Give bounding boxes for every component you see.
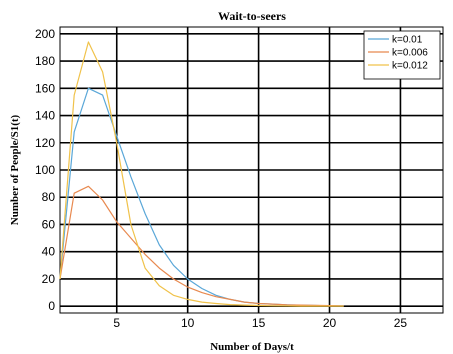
series-layer	[59, 41, 344, 307]
series-line	[59, 41, 344, 307]
legend-entry-label: k=0.01	[392, 35, 423, 46]
legend-entry-label: k=0.006	[392, 48, 428, 59]
series-line	[59, 185, 344, 307]
x-axis-label: Number of Days/t	[210, 341, 294, 353]
y-tick-label: 120	[35, 136, 55, 150]
y-tick-label: 140	[35, 109, 55, 123]
x-tick-label: 5	[113, 316, 120, 330]
legend: k=0.01 k=0.006 k=0.012	[363, 30, 441, 80]
y-tick-label: 60	[42, 217, 56, 231]
chart-title: Wait-to-seers	[218, 9, 286, 23]
x-tick-label: 15	[252, 316, 266, 330]
grid-lines	[60, 27, 443, 313]
y-tick-label: 0	[48, 299, 55, 313]
x-tick-label: 20	[323, 316, 337, 330]
y-tick-label: 40	[42, 245, 56, 259]
y-tick-label: 100	[35, 163, 55, 177]
y-tick-label: 20	[42, 272, 56, 286]
y-tick-label: 180	[35, 54, 55, 68]
y-tick-label: 80	[42, 190, 56, 204]
y-axis-label: Number of People/S1(t)	[9, 114, 21, 225]
x-tick-label: 25	[394, 316, 408, 330]
x-tick-label: 10	[181, 316, 195, 330]
legend-entry-label: k=0.012	[392, 61, 428, 72]
tick-labels: 0 20 40 60 80 100 120 140 160 180 200 5 10 15 20 25	[35, 27, 407, 330]
y-tick-label: 160	[35, 81, 55, 95]
y-tick-label: 200	[35, 27, 55, 41]
